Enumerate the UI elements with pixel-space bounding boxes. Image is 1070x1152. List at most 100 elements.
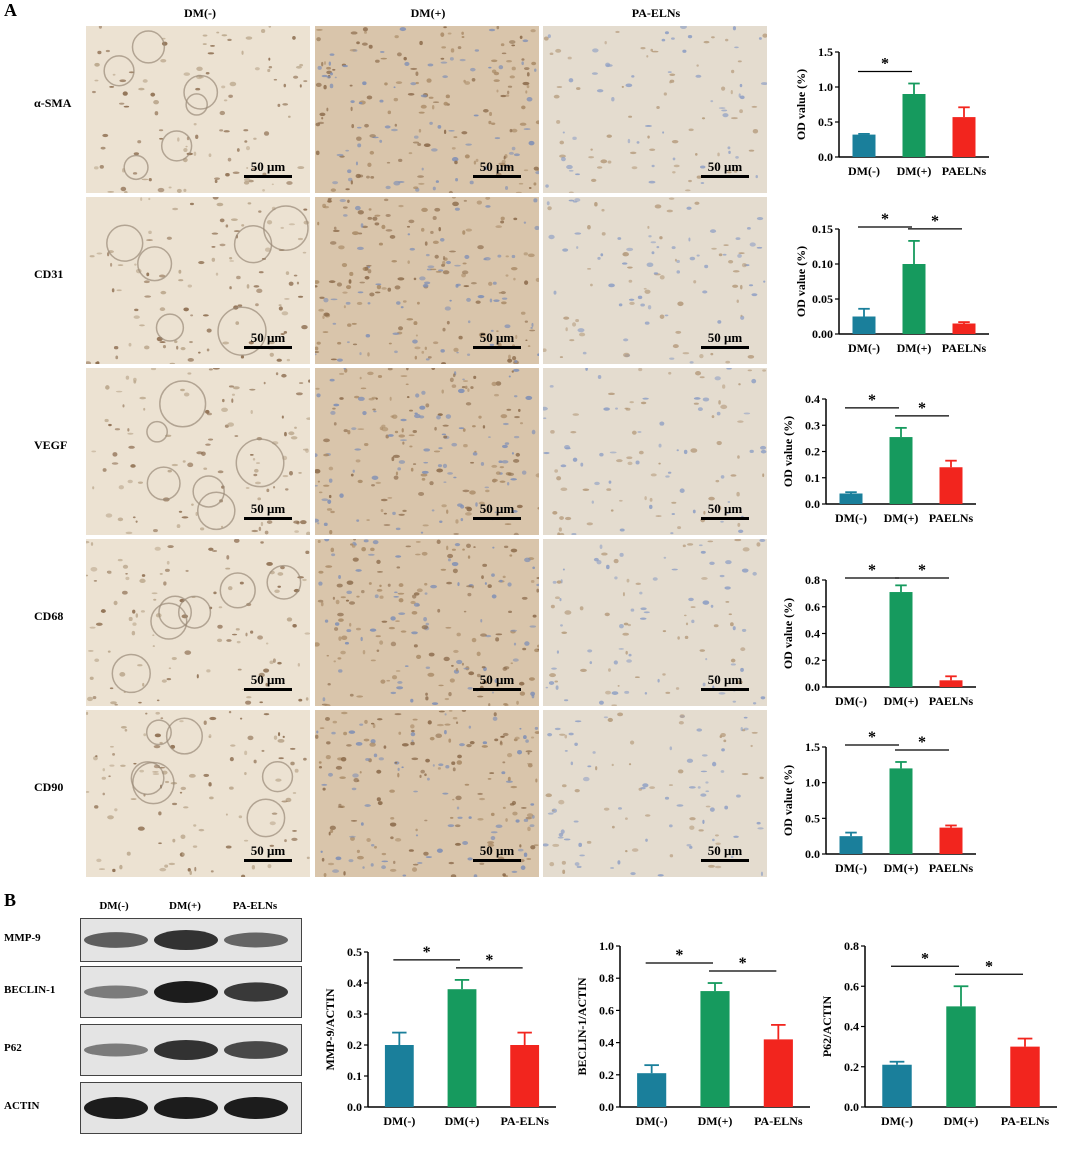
bar-chart-5: 0.0 0.5 1.0 1.5 OD value (%) DM(-) DM(+) PAELNs… bbox=[770, 727, 988, 899]
x-tick-label: DM(+) bbox=[897, 164, 932, 178]
bar bbox=[852, 134, 876, 157]
bar bbox=[939, 467, 963, 504]
scale-bar: 50 μm bbox=[238, 159, 298, 178]
row-label: α-SMA bbox=[34, 96, 72, 110]
x-tick-label: DM(+) bbox=[944, 1114, 979, 1128]
scale-bar-label: 50 μm bbox=[250, 330, 286, 345]
scale-bar: 50 μm bbox=[238, 501, 298, 520]
micrograph-dm-minus bbox=[86, 539, 310, 706]
scale-bar: 50 μm bbox=[467, 330, 527, 349]
scale-bar-label: 50 μm bbox=[707, 501, 743, 516]
micrograph-dm-plus bbox=[315, 197, 539, 364]
micrograph-pa-elns bbox=[543, 197, 767, 364]
scale-bar-label: 50 μm bbox=[707, 159, 743, 174]
significance-star: * bbox=[985, 958, 993, 975]
y-tick-label: 0.00 bbox=[812, 327, 833, 341]
x-tick-label: DM(+) bbox=[884, 694, 919, 708]
micrograph-dm-plus bbox=[315, 368, 539, 535]
blot-band-label: P62 bbox=[4, 1042, 22, 1054]
scale-bar-label: 50 μm bbox=[479, 501, 515, 516]
significance-star: * bbox=[881, 211, 889, 228]
bar-chart-3: 0.0 0.1 0.2 0.3 0.4 OD value (%) DM(-) DM(+) PAE… bbox=[770, 379, 988, 549]
bar bbox=[839, 836, 863, 854]
panel-b-letter: B bbox=[4, 890, 17, 910]
scale-bar-line bbox=[701, 859, 749, 862]
y-tick-label: 0.4 bbox=[599, 1036, 614, 1050]
x-tick-label: DM(-) bbox=[835, 511, 867, 525]
scale-bar: 50 μm bbox=[238, 843, 298, 862]
micrograph-pa-elns bbox=[543, 26, 767, 193]
bar bbox=[763, 1039, 793, 1107]
y-tick-label: 0.2 bbox=[347, 1038, 362, 1052]
bar-chart-4: 0.0 0.2 0.4 0.6 0.8 OD value (%) DM(-) DM(+) PAE… bbox=[770, 560, 988, 732]
x-tick-label: PAELNs bbox=[929, 694, 974, 708]
significance-star: * bbox=[868, 729, 876, 746]
scale-bar-line bbox=[244, 175, 292, 178]
y-tick-label: 0.2 bbox=[805, 445, 820, 459]
bar bbox=[939, 680, 963, 687]
blot-column-pa-elns: PA-ELNs bbox=[232, 900, 278, 912]
bar bbox=[852, 316, 876, 334]
scale-bar: 50 μm bbox=[467, 672, 527, 691]
significance-star: * bbox=[881, 56, 889, 73]
panel-a-letter: A bbox=[4, 0, 17, 20]
x-tick-label: DM(-) bbox=[835, 861, 867, 875]
bar bbox=[510, 1045, 540, 1107]
y-axis-label: OD value (%) bbox=[794, 69, 808, 140]
y-tick-label: 1.0 bbox=[818, 80, 833, 94]
row-label: CD90 bbox=[34, 780, 64, 794]
bar bbox=[889, 437, 913, 504]
significance-star: * bbox=[918, 562, 926, 579]
blot-strip bbox=[80, 918, 302, 962]
bar-chart-7: 0.0 0.2 0.4 0.6 0.8 1.0 BECLIN-1/ACTIN DM(-) DM(… bbox=[568, 926, 822, 1152]
y-tick-label: 0.0 bbox=[347, 1100, 362, 1114]
y-tick-label: 1.5 bbox=[818, 45, 833, 59]
significance-star: * bbox=[931, 213, 939, 230]
x-tick-label: DM(-) bbox=[383, 1114, 415, 1128]
row-label: VEGF bbox=[34, 438, 68, 452]
y-axis-label: OD value (%) bbox=[781, 765, 795, 836]
blot-column-dm-minus: DM(-) bbox=[99, 900, 129, 912]
scale-bar-line bbox=[473, 859, 521, 862]
bar bbox=[700, 991, 730, 1107]
scale-bar-label: 50 μm bbox=[250, 843, 286, 858]
y-tick-label: 0.0 bbox=[599, 1100, 614, 1114]
x-tick-label: PAELNs bbox=[942, 164, 987, 178]
y-tick-label: 1.5 bbox=[805, 740, 820, 754]
significance-star: * bbox=[921, 950, 929, 967]
y-tick-label: 0.1 bbox=[805, 471, 820, 485]
x-tick-label: DM(-) bbox=[881, 1114, 913, 1128]
bar bbox=[447, 989, 477, 1107]
scale-bar-line bbox=[244, 688, 292, 691]
scale-bar-label: 50 μm bbox=[479, 159, 515, 174]
y-tick-label: 0.3 bbox=[805, 418, 820, 432]
bar bbox=[946, 1006, 976, 1107]
scale-bar-line bbox=[473, 175, 521, 178]
micrograph-pa-elns bbox=[543, 368, 767, 535]
bar bbox=[889, 592, 913, 687]
scale-bar-line bbox=[701, 175, 749, 178]
significance-star: * bbox=[675, 947, 683, 964]
bar bbox=[952, 117, 976, 157]
scale-bar-label: 50 μm bbox=[250, 672, 286, 687]
micrograph-pa-elns bbox=[543, 539, 767, 706]
significance-star: * bbox=[918, 734, 926, 751]
x-tick-label: PAELNs bbox=[929, 511, 974, 525]
row-label: CD68 bbox=[34, 609, 64, 623]
y-tick-label: 0.4 bbox=[347, 976, 362, 990]
x-tick-label: DM(+) bbox=[884, 861, 919, 875]
bar-chart-8: 0.0 0.2 0.4 0.6 0.8 P62/ACTIN DM(-) DM(+) PA-ELN… bbox=[812, 926, 1069, 1152]
scale-bar-label: 50 μm bbox=[707, 330, 743, 345]
x-tick-label: DM(-) bbox=[848, 164, 880, 178]
scale-bar-label: 50 μm bbox=[250, 159, 286, 174]
y-tick-label: 0.4 bbox=[844, 1020, 859, 1034]
blot-band-label: MMP-9 bbox=[4, 932, 41, 944]
scale-bar: 50 μm bbox=[695, 501, 755, 520]
scale-bar-line bbox=[244, 517, 292, 520]
y-tick-label: 0.10 bbox=[812, 257, 833, 271]
scale-bar: 50 μm bbox=[238, 330, 298, 349]
y-tick-label: 0.8 bbox=[599, 971, 614, 985]
x-tick-label: PA-ELNs bbox=[500, 1114, 549, 1128]
y-tick-label: 0.5 bbox=[347, 945, 362, 959]
y-tick-label: 0.2 bbox=[599, 1068, 614, 1082]
